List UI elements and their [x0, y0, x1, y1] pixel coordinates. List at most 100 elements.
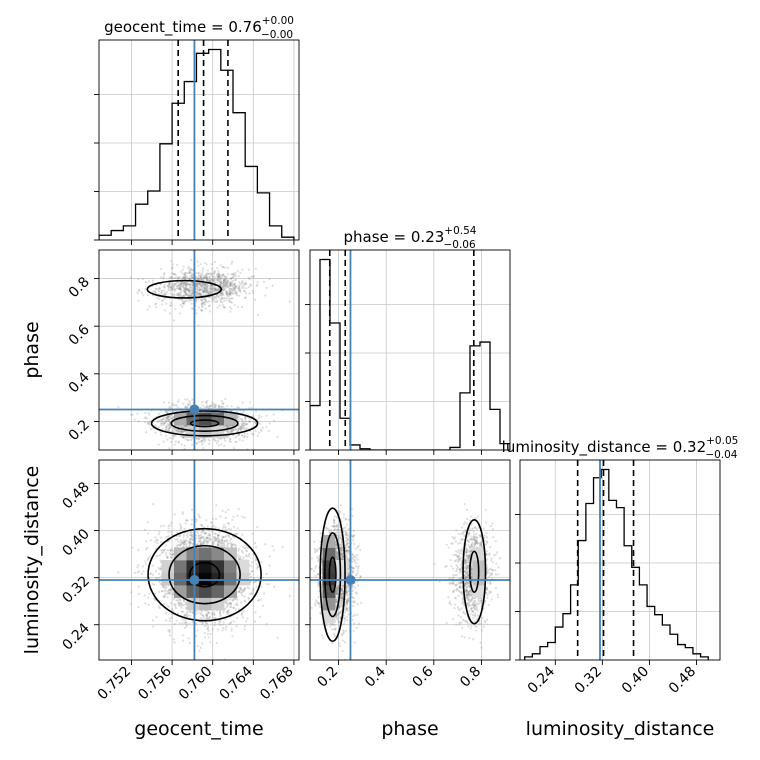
sample-point — [165, 418, 169, 421]
sample-point — [265, 582, 268, 586]
sample-point — [242, 283, 246, 286]
sample-point — [178, 287, 181, 290]
sample-point — [220, 281, 223, 284]
sample-point — [172, 437, 175, 440]
sample-point — [232, 282, 235, 285]
sample-point — [178, 283, 181, 286]
sample-point — [187, 402, 190, 405]
sample-point — [222, 526, 225, 529]
sample-point — [222, 282, 225, 285]
sample-point — [220, 291, 223, 295]
sample-point — [240, 426, 243, 429]
sample-point — [197, 282, 200, 285]
sample-point — [197, 281, 200, 284]
sample-point — [183, 444, 186, 447]
sample-point — [181, 634, 184, 637]
sample-point — [196, 286, 200, 289]
sample-point — [205, 287, 208, 290]
sample-point — [236, 434, 239, 437]
sample-point — [188, 277, 192, 280]
sample-point — [225, 275, 228, 278]
sample-point — [272, 585, 276, 588]
sample-point — [187, 294, 190, 298]
sample-point — [220, 405, 223, 408]
sample-point — [143, 421, 147, 424]
hist-phase-frame — [309, 249, 511, 451]
sample-point — [173, 289, 176, 293]
sample-point — [268, 555, 271, 558]
sample-point — [160, 299, 163, 302]
sample-point — [207, 442, 211, 445]
sample-point — [154, 287, 157, 290]
sample-point — [130, 413, 133, 416]
sample-point — [226, 436, 229, 439]
sample-point — [181, 281, 184, 285]
sample-point — [144, 416, 147, 419]
sample-point — [223, 284, 226, 287]
sample-point — [230, 629, 233, 632]
sample-point — [222, 620, 225, 623]
sample-point — [177, 293, 180, 296]
sample-point — [204, 300, 208, 303]
sample-point — [229, 282, 232, 285]
sample-point — [206, 269, 209, 272]
sample-point — [203, 283, 207, 287]
sample-point — [191, 443, 194, 446]
sample-point — [240, 424, 243, 428]
sample-point — [210, 272, 214, 276]
sample-point — [209, 272, 213, 275]
sample-point — [178, 312, 181, 315]
sample-point — [254, 429, 257, 432]
sample-point — [173, 443, 176, 446]
sample-point — [241, 616, 244, 619]
sample-point — [154, 291, 157, 294]
sample-point — [225, 292, 228, 295]
sample-point — [170, 282, 174, 285]
sample-point — [187, 276, 190, 280]
sample-point — [187, 283, 190, 286]
sample-point — [268, 564, 271, 567]
sample-point — [232, 292, 235, 295]
sample-point — [224, 287, 227, 290]
sample-point — [208, 405, 211, 408]
sample-point — [201, 305, 204, 308]
sample-point — [235, 286, 238, 289]
sample-point — [215, 442, 219, 445]
sample-point — [151, 625, 155, 628]
sample-point — [234, 428, 237, 431]
sample-point — [196, 287, 199, 290]
sample-point — [189, 298, 192, 301]
sample-point — [217, 279, 220, 282]
sample-point — [232, 287, 235, 290]
sample-point — [229, 291, 232, 294]
sample-point — [169, 440, 173, 443]
sample-point — [187, 404, 190, 407]
sample-point — [229, 282, 232, 285]
sample-point — [169, 417, 172, 420]
sample-point — [143, 417, 146, 420]
sample-point — [195, 285, 198, 288]
sample-point — [200, 284, 203, 287]
sample-point — [160, 289, 163, 292]
sample-point — [241, 268, 244, 271]
sample-point — [226, 283, 229, 286]
sample-point — [184, 405, 187, 408]
sample-point — [181, 298, 184, 302]
sample-point — [170, 521, 173, 525]
sample-point — [204, 307, 207, 310]
sample-point — [183, 272, 187, 275]
sample-point — [225, 282, 228, 285]
sample-point — [214, 405, 217, 408]
sample-point — [168, 421, 171, 425]
sample-point — [177, 429, 180, 432]
sample-point — [201, 282, 205, 285]
sample-point — [184, 275, 187, 279]
sample-point — [230, 262, 233, 265]
sample-point — [194, 298, 198, 302]
sample-point — [181, 431, 184, 434]
sample-point — [160, 292, 163, 295]
sample-point — [182, 289, 185, 292]
sample-point — [241, 515, 244, 518]
sample-point — [196, 282, 199, 285]
sample-point — [222, 285, 225, 288]
